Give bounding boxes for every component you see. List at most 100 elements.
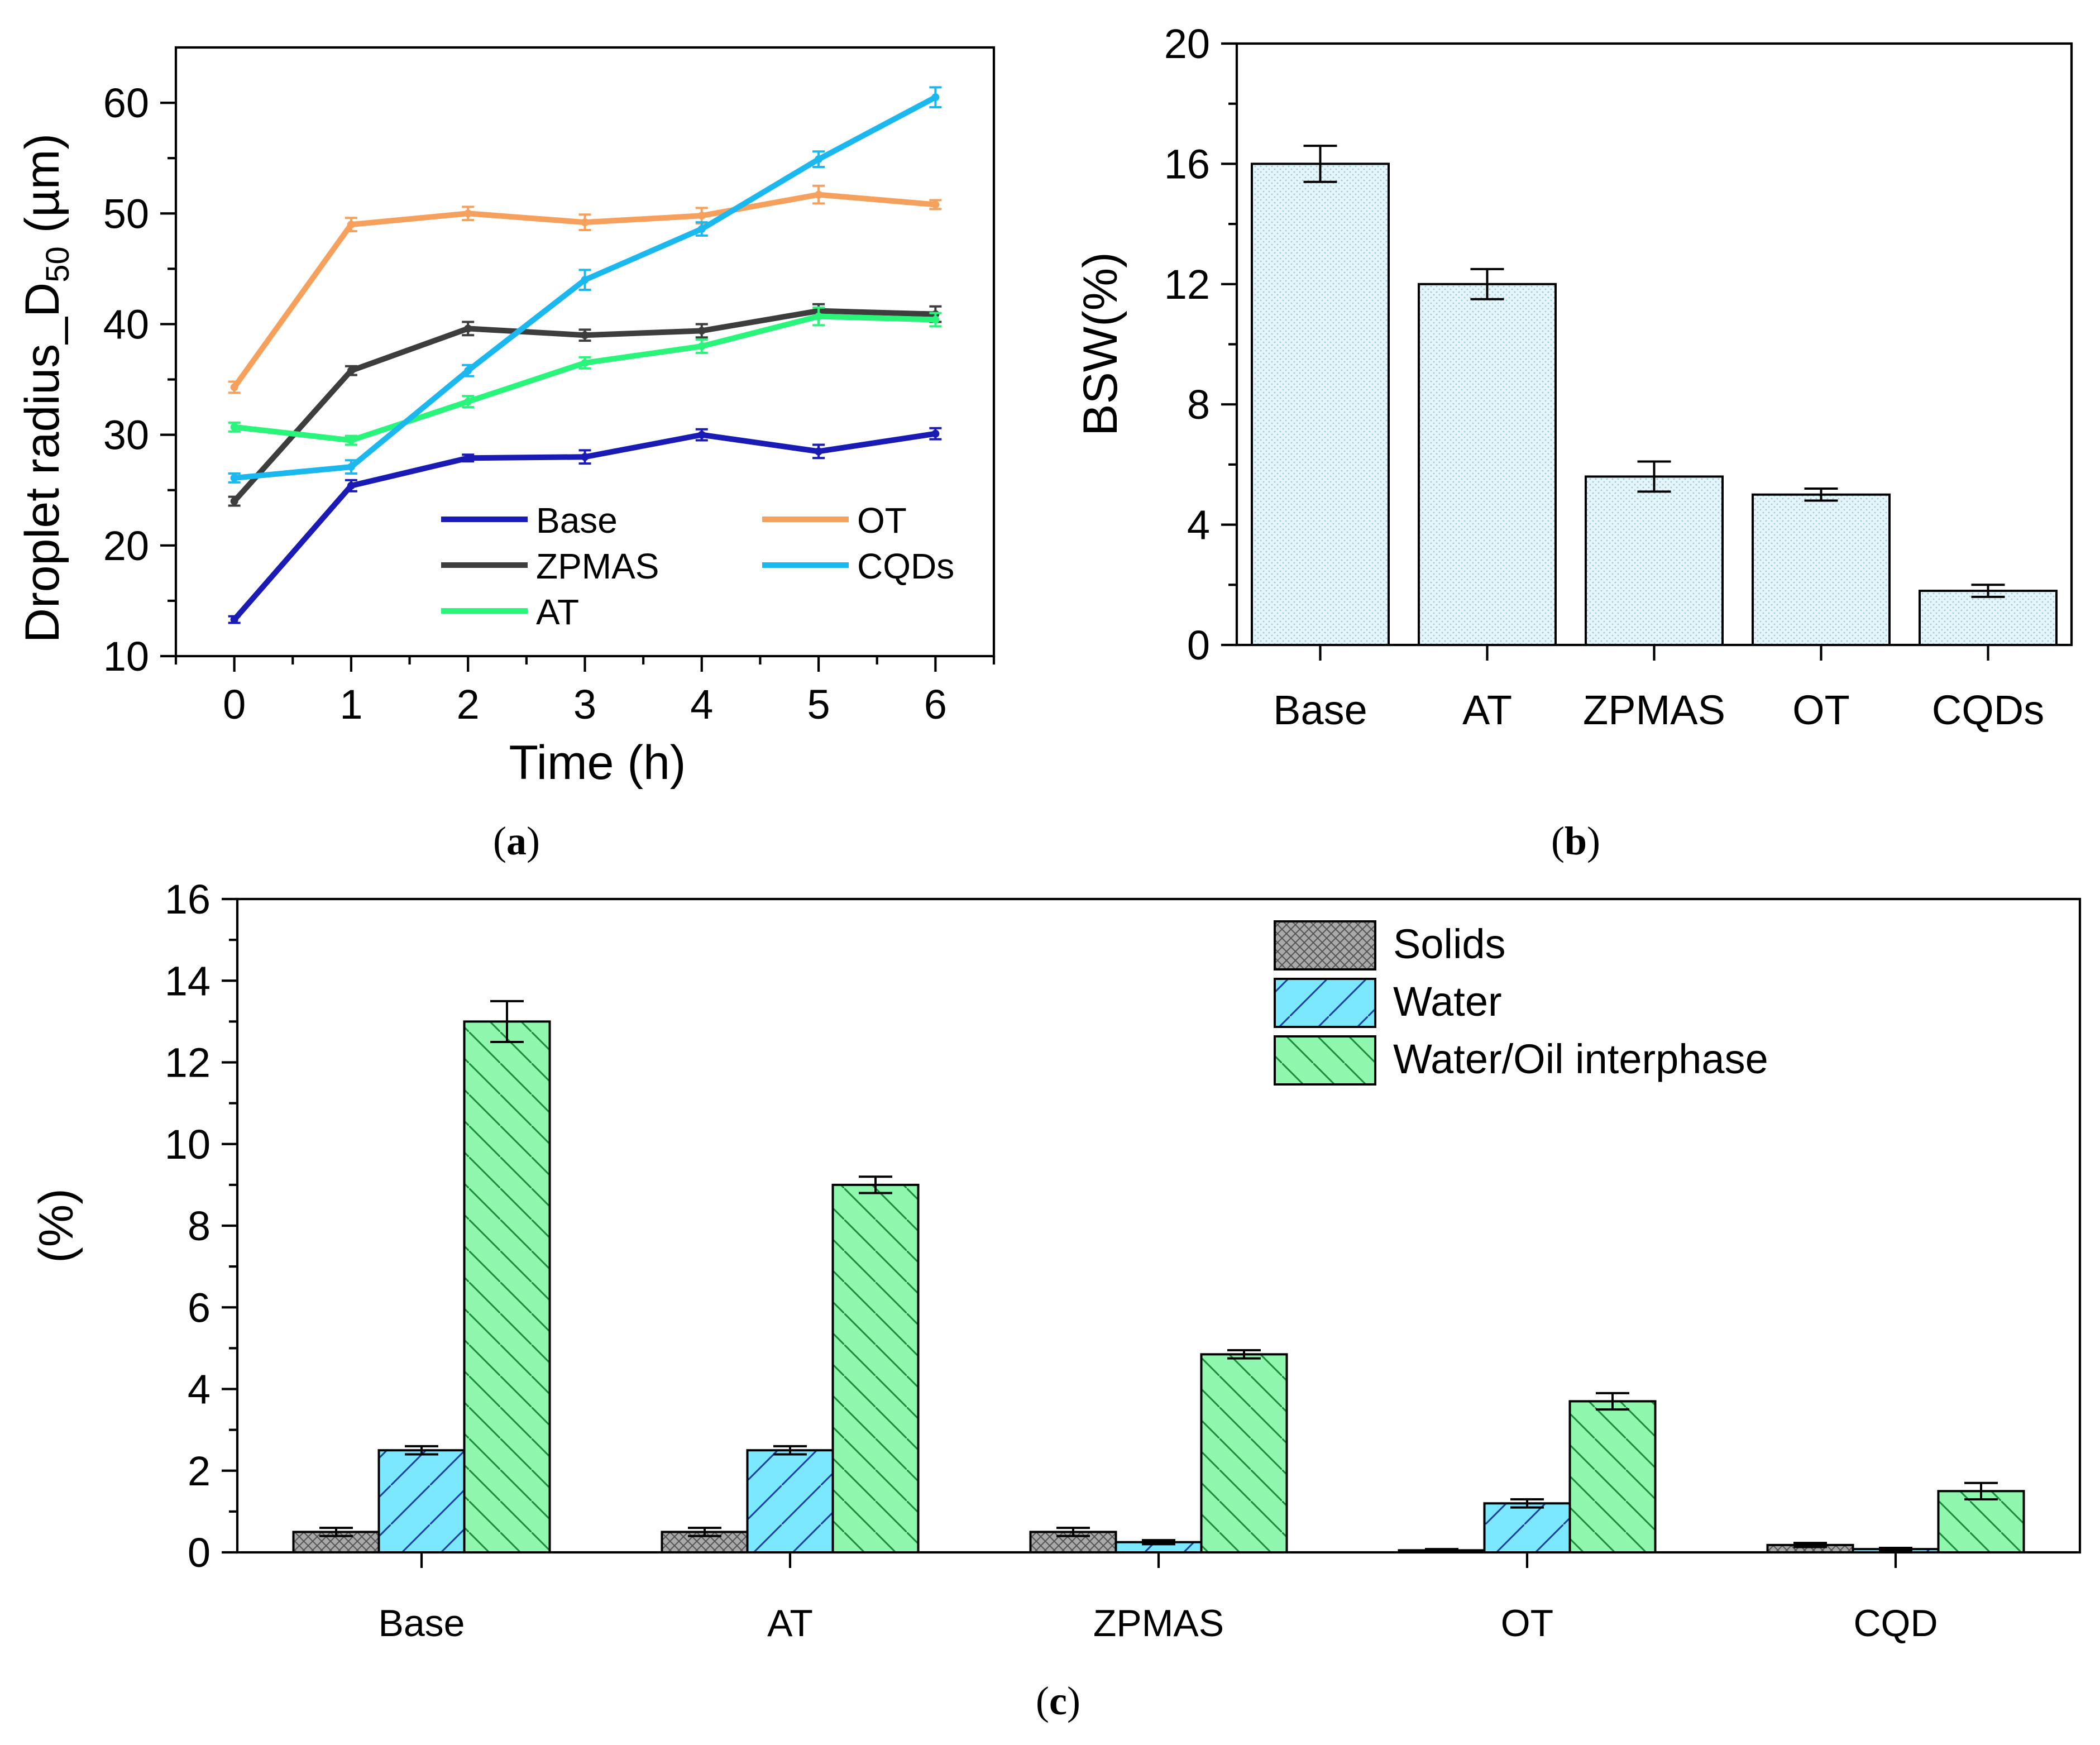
panel-c-y-tick-label: 6 [188, 1284, 211, 1331]
panel-a-point-cqds [464, 366, 472, 375]
panel-a-point-at [464, 398, 472, 406]
panel-a-point-cqds [230, 474, 238, 482]
panel-c-legend-swatch-water-oil-interphase [1274, 1035, 1376, 1086]
panel-a-point-cqds [815, 155, 823, 164]
panel-a-caption: (a) [493, 819, 540, 863]
panel-a-point-ot [230, 383, 238, 391]
panel-a-point-base [815, 447, 823, 456]
panel-b-bar-cqds [1919, 590, 2058, 646]
panel-c-x-tick-label-ot: OT [1501, 1602, 1553, 1644]
panel-c-legend: Solids Water Water/Oil interphase [1274, 920, 1768, 1086]
panel-c-legend-label-solids: Solids [1393, 921, 1506, 967]
panel-b-x-tick-label-zpmas: ZPMAS [1583, 687, 1725, 733]
panel-b-caption-letter: b [1565, 819, 1587, 863]
panel-a-point-ot [931, 200, 940, 209]
panel-a-point-zpmas [581, 331, 589, 340]
panel-a-y-tick-label: 50 [103, 190, 149, 237]
panel-b-caption: (b) [1551, 819, 1600, 863]
panel-a-point-at [697, 342, 706, 351]
panel-a-x-axis-label: Time (h) [509, 736, 686, 790]
panel-a-point-cqds [931, 93, 940, 102]
panel-a-point-base [581, 453, 589, 461]
panel-b-ticks: 0 4 8 12 16 20 [1164, 21, 1237, 668]
panel-c-y-tick-label: 16 [165, 876, 211, 922]
panel-c-legend-label-water: Water [1393, 978, 1502, 1025]
panel-c-ticks: 0 2 4 6 8 10 12 14 16 [165, 876, 237, 1576]
panel-a-point-at [581, 358, 589, 367]
panel-b-bar-at [1418, 283, 1557, 646]
panel-a-point-at [347, 436, 355, 444]
panel-c-legend-label-water-oil-interphase: Water/Oil interphase [1393, 1036, 1768, 1082]
panel-b-y-tick-label: 0 [1187, 622, 1210, 668]
panel-c-x-tick-label-zpmas: ZPMAS [1093, 1602, 1224, 1644]
panel-a-point-at [931, 315, 940, 324]
panel-c-grouped-bar-chart: 0 2 4 6 8 10 12 14 16 Base AT ZPMAS OT CQD (%) Solid… [30, 876, 2082, 1723]
panel-a-point-cqds [581, 276, 589, 284]
panel-a-y-tick-label: 60 [103, 80, 149, 126]
panel-b-bar-base [1251, 162, 1390, 646]
panel-a-point-ot [347, 221, 355, 229]
panel-a-point-base [931, 429, 940, 438]
panel-a-point-ot [815, 190, 823, 199]
panel-a-legend: Base ZPMAS AT OT CQDs [441, 500, 954, 632]
panel-a-series [228, 86, 942, 624]
panel-a-point-zpmas [464, 324, 472, 333]
panel-b-y-tick-label: 16 [1164, 141, 1210, 187]
panel-c-caption-letter: c [1049, 1679, 1067, 1723]
panel-a-y-tick-label: 20 [103, 523, 149, 569]
panel-a-legend-label-base: Base [536, 500, 618, 541]
panel-a-point-zpmas [347, 366, 355, 375]
panel-a-point-cqds [697, 225, 706, 233]
panel-a-point-at [815, 312, 823, 321]
panel-a-point-zpmas [697, 327, 706, 335]
panel-c-bar-zpmas-water-oil-interphase [1200, 1353, 1288, 1553]
panel-c-y-tick-label: 8 [188, 1203, 211, 1249]
panel-c-y-tick-label: 14 [165, 958, 211, 1004]
panel-a-caption-letter: a [506, 819, 527, 863]
panel-b-bars: Base AT ZPMAS OT CQDs [1251, 145, 2058, 733]
panel-c-bar-base-water-oil-interphase [463, 1020, 551, 1553]
panel-b-y-tick-label: 20 [1164, 21, 1210, 67]
panel-a-x-tick-label: 5 [807, 681, 830, 728]
panel-b-y-axis-label: BSW(%) [1074, 252, 1127, 436]
panel-b-bar-ot [1752, 493, 1891, 646]
panel-c-y-axis-label: (%) [30, 1188, 83, 1263]
panel-b-x-tick-label-cqds: CQDs [1932, 687, 2044, 733]
panel-a-point-base [230, 615, 238, 624]
panel-c-bar-at-water [746, 1449, 834, 1553]
panel-a-x-tick-label: 3 [573, 681, 596, 728]
panel-a-y-label-sub: 50 [40, 246, 76, 283]
panel-b-y-tick-label: 4 [1187, 502, 1210, 548]
panel-b-bar-zpmas [1585, 475, 1724, 646]
panel-b-y-tick-label: 12 [1164, 261, 1210, 308]
panel-a-x-tick-label: 1 [339, 681, 362, 728]
panel-c-bars: Base AT ZPMAS OT CQD [292, 1000, 2025, 1644]
panel-b-x-tick-label-base: Base [1273, 687, 1367, 733]
panel-a-point-ot [464, 209, 472, 218]
panel-c-y-tick-label: 10 [165, 1121, 211, 1168]
panel-a-y-label-unit: (µm) [16, 133, 69, 246]
panel-a-y-tick-label: 30 [103, 412, 149, 458]
panel-b-bar-chart: 0 4 8 12 16 20 Base AT ZPMAS OT CQDs BSW(%) (b) [1074, 21, 2073, 863]
panel-b-y-tick-label: 8 [1187, 381, 1210, 428]
panel-a-x-tick-label: 6 [924, 681, 947, 728]
panel-c-x-tick-label-at: AT [767, 1602, 813, 1644]
panel-a-point-base [464, 454, 472, 462]
panel-c-x-tick-label-cqd: CQD [1853, 1602, 1938, 1644]
panel-b-x-tick-label-at: AT [1462, 687, 1512, 733]
panel-a-legend-label-ot: OT [857, 500, 907, 541]
panel-c-y-tick-label: 4 [188, 1366, 211, 1413]
panel-a-y-axis-label: Droplet radius_D50 (µm) [16, 133, 76, 643]
panel-a-point-zpmas [230, 497, 238, 505]
panel-a-point-ot [697, 212, 706, 220]
panel-c-caption: (c) [1036, 1679, 1080, 1723]
panel-a-x-tick-label: 4 [690, 681, 713, 728]
panel-a-y-tick-label: 10 [103, 633, 149, 680]
panel-c-y-tick-label: 12 [165, 1040, 211, 1086]
panel-a-y-tick-label: 40 [103, 301, 149, 347]
panel-c-y-tick-label: 0 [188, 1529, 211, 1576]
panel-a-ticks: 10 20 30 40 50 60 0 1 2 3 4 5 6 [103, 80, 996, 728]
panel-a-point-cqds [347, 463, 355, 471]
panel-c-bar-at-water-oil-interphase [831, 1183, 920, 1553]
